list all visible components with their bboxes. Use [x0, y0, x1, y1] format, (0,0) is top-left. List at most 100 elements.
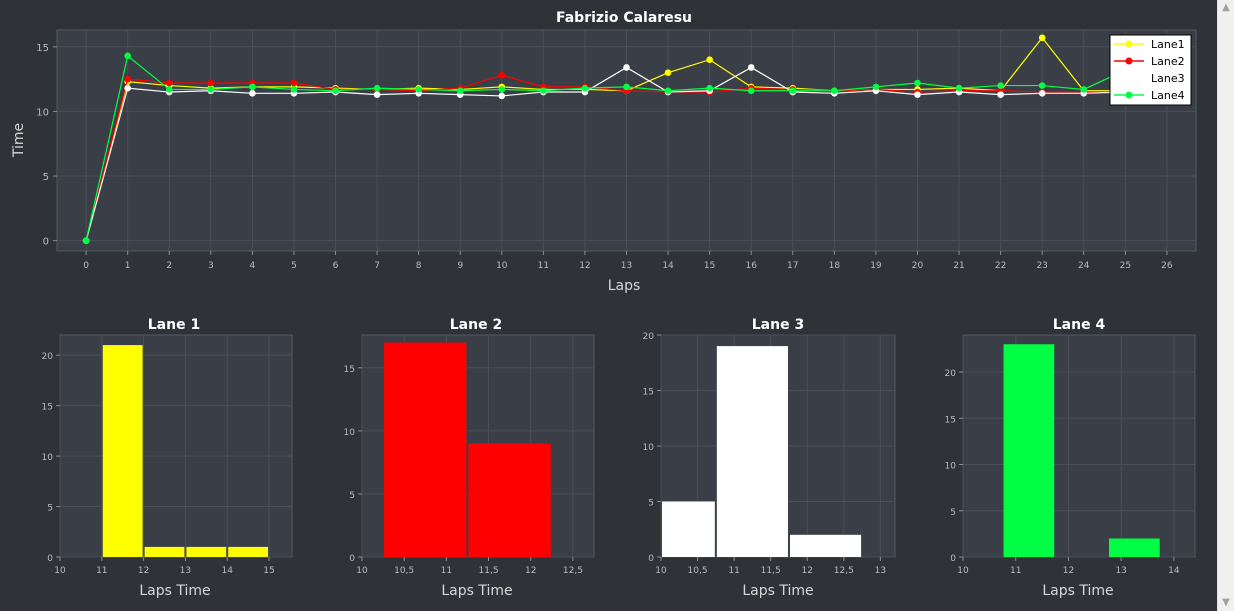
legend-box	[1109, 34, 1192, 106]
hist-x-tick-label: 11	[728, 566, 739, 576]
lane4-histogram: Lane 4 10 11 12 13 14 0 5 10 15 20 Laps Time	[945, 317, 1196, 599]
hist-y-tick-label: 5	[950, 508, 956, 518]
hist-x-tick-label: 10	[54, 566, 66, 576]
hist-x-tick-label: 14	[1168, 566, 1180, 576]
series-point-lane3	[623, 64, 630, 71]
hist-x-tick-label: 11,5	[761, 566, 781, 576]
series-point-lane4	[664, 87, 672, 95]
series-point-lane4	[456, 87, 464, 95]
series-lane3	[82, 64, 1129, 244]
hist-x-tick-label: 11,5	[479, 566, 499, 576]
hist-y-tick-label: 20	[945, 369, 957, 379]
hist-x-tick-label: 12	[138, 566, 149, 576]
hist-x-tick-label: 15	[263, 566, 274, 576]
series-point-lane3	[1038, 90, 1046, 97]
scroll-up-arrow-icon[interactable]: ▲	[1222, 2, 1230, 13]
main-x-tick-label: 10	[496, 261, 508, 271]
hist-x-tick-label: 10	[356, 566, 368, 576]
series-line-lane4	[85, 54, 1126, 241]
main-y-tick-label: 0	[43, 237, 49, 248]
series-point-lane4	[997, 82, 1004, 89]
hist-y-tick-label: 10	[344, 428, 356, 438]
legend-label-lane1: Lane1	[1151, 38, 1185, 51]
main-x-tick-label: 17	[787, 261, 798, 271]
main-x-tick-label: 6	[333, 261, 339, 271]
hist-x-tick-label: 11	[441, 566, 452, 576]
hist-y-tick-label: 5	[47, 504, 53, 514]
main-x-tick-label: 8	[416, 261, 422, 271]
hist-y-tick-label: 15	[344, 365, 355, 375]
main-y-tick-label: 15	[36, 43, 49, 54]
series-point-lane2	[124, 75, 131, 83]
lane2-bars	[384, 342, 551, 557]
series-point-lane4	[165, 86, 173, 93]
lane1-bars	[102, 345, 269, 557]
hist-y-tick-label: 0	[47, 554, 53, 564]
main-y-tick-label: 10	[36, 107, 49, 118]
series-point-lane4	[955, 84, 963, 92]
vertical-scrollbar[interactable]: ▲ ▼	[1217, 0, 1234, 611]
hist-x-tick-label: 13	[875, 566, 886, 576]
series-point-lane4	[872, 83, 880, 91]
histogram-bar	[102, 345, 143, 557]
lane2-axes: 10 10,5 11 11,5 12 12,5 0 5 10 15	[344, 365, 583, 576]
hist-x-tick-label: 12	[525, 566, 536, 576]
lane4-plot-area	[962, 334, 1196, 558]
hist-y-tick-label: 10	[945, 462, 957, 472]
series-line-lane3	[85, 66, 1126, 241]
hist-y-tick-label: 20	[643, 332, 655, 342]
lane4-axes: 10 11 12 13 14 0 5 10 15 20	[945, 369, 1180, 576]
lane3-bars	[662, 346, 862, 557]
series-point-lane4	[1038, 82, 1046, 89]
hist-y-tick-label: 20	[42, 352, 54, 362]
main-x-tick-label: 7	[374, 261, 380, 271]
main-x-tick-label: 2	[166, 261, 172, 271]
series-point-lane3	[249, 90, 256, 97]
histogram-bar	[662, 501, 715, 557]
legend-item-lane2: Lane2	[1114, 55, 1185, 68]
series-point-lane1	[664, 69, 672, 76]
main-x-tick-label: 24	[1078, 261, 1090, 271]
hist-y-tick-label: 0	[648, 554, 654, 564]
lane3-histogram: Lane 3 10 10,5 11 11,5 12 12,5 13 0 5 10 15 20 Laps…	[643, 317, 896, 599]
hist-x-tick-label: 12,5	[834, 566, 854, 576]
series-point-lane4	[540, 87, 547, 95]
hist-y-tick-label: 15	[643, 388, 654, 398]
lane1-x-axis-label: Laps Time	[139, 583, 210, 599]
main-x-tick-label: 4	[250, 261, 256, 271]
legend-marker-lane1	[1125, 40, 1133, 48]
main-x-tick-label: 16	[745, 261, 757, 271]
legend-item-lane3: Lane3	[1114, 72, 1185, 85]
legend-marker-lane2	[1125, 57, 1133, 65]
hist-y-tick-label: 10	[643, 443, 655, 453]
series-point-lane3	[373, 91, 381, 98]
series-point-lane2	[207, 79, 215, 87]
scroll-down-arrow-icon[interactable]: ▼	[1222, 597, 1230, 608]
hist-x-tick-label: 10	[655, 566, 667, 576]
series-point-lane4	[332, 87, 339, 95]
main-x-tick-label: 18	[829, 261, 841, 271]
hist-y-tick-label: 5	[648, 499, 654, 509]
legend-label-lane4: Lane4	[1151, 89, 1185, 102]
series-point-lane4	[1080, 86, 1088, 93]
histogram-bar	[384, 342, 467, 557]
series-point-lane4	[706, 84, 713, 92]
series-point-lane2	[165, 79, 173, 87]
lane2-histogram: Lane 2 10 10,5 11 11,5 12 12,5 0 5 10 15 Laps Tim…	[344, 317, 595, 599]
series-point-lane4	[831, 87, 838, 95]
main-x-axis-label: Laps	[608, 278, 641, 294]
hist-x-tick-label: 13	[180, 566, 191, 576]
lane1-plot-area	[59, 334, 293, 558]
series-point-lane2	[290, 79, 298, 87]
hist-y-tick-label: 10	[42, 453, 54, 463]
hist-x-tick-label: 11	[1010, 566, 1021, 576]
main-x-tick-label: 11	[538, 261, 549, 271]
main-axes: 0 1 2 3 4 5 6 7 8 9 10 11 12 13 14 15 16 17 18 19 20 21 22 23 24…	[36, 43, 1173, 271]
series-point-lane3	[498, 92, 506, 100]
main-x-tick-label: 0	[83, 261, 89, 271]
series-point-lane1	[1038, 34, 1046, 42]
series-point-lane4	[249, 83, 256, 91]
hist-x-tick-label: 10,5	[394, 566, 414, 576]
hist-x-tick-label: 14	[221, 566, 233, 576]
main-y-tick-label: 5	[43, 172, 49, 183]
